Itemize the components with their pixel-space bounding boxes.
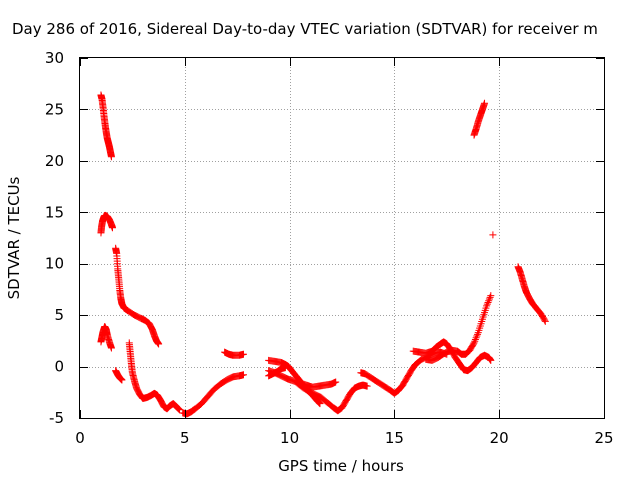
data-point (107, 344, 115, 352)
series-arc-18 (514, 263, 549, 325)
series-arc-07 (179, 371, 247, 418)
series-arc-17 (489, 231, 497, 239)
data-point (471, 335, 479, 343)
y-tick-label: 30 (45, 49, 64, 67)
y-tick-label: 15 (45, 203, 64, 221)
series-arc-11 (265, 364, 289, 380)
data-point (175, 405, 183, 413)
data-point (481, 99, 489, 107)
data-point (315, 399, 323, 407)
data-point (316, 400, 324, 408)
data-points (97, 91, 549, 418)
data-point (487, 356, 495, 364)
data-point (483, 300, 491, 308)
data-point (474, 330, 482, 338)
data-point (472, 334, 480, 342)
y-tick-labels: -5 0 5 10 15 20 25 30 (45, 49, 64, 427)
data-point (315, 399, 323, 407)
data-point (487, 292, 495, 300)
series-arc-12 (292, 378, 371, 415)
y-axis-label: SDTVAR / TECUs (5, 176, 23, 299)
data-point (486, 293, 494, 301)
x-tick-label: 0 (75, 429, 85, 447)
series-arc-02 (97, 211, 116, 237)
grid-lines (80, 58, 604, 418)
data-point (489, 231, 497, 239)
data-point (363, 382, 371, 390)
data-point (541, 317, 549, 325)
data-point (485, 297, 493, 305)
axis-ticks (80, 58, 605, 419)
series-arc-08 (221, 348, 247, 359)
data-point (281, 364, 289, 372)
y-tick-label: 25 (45, 100, 64, 118)
series-arc-03 (97, 322, 115, 352)
x-tick-label: 5 (180, 429, 190, 447)
x-tick-label: 20 (490, 429, 509, 447)
data-point (107, 153, 115, 161)
data-point (155, 340, 163, 348)
y-tick-label: 20 (45, 152, 64, 170)
data-point (484, 298, 492, 306)
data-point (118, 376, 126, 384)
y-tick-label: 5 (54, 306, 64, 324)
y-tick-label: -5 (49, 409, 64, 427)
x-tick-label: 25 (594, 429, 613, 447)
data-point (239, 371, 247, 379)
plot-frame (79, 57, 605, 419)
x-axis-label: GPS time / hours (278, 457, 404, 475)
data-point (483, 302, 491, 310)
data-point (314, 398, 322, 406)
data-point (176, 406, 184, 414)
y-tick-label: 0 (54, 358, 64, 376)
series-arc-16 (470, 99, 489, 139)
series-arc-04 (112, 244, 163, 348)
x-tick-label: 15 (385, 429, 404, 447)
x-tick-labels: 0 5 10 15 20 25 (75, 429, 613, 447)
series-arc-06 (125, 339, 184, 414)
data-point (473, 332, 481, 340)
data-point (470, 339, 478, 347)
data-point (239, 350, 247, 358)
data-point (174, 404, 182, 412)
y-tick-label: 10 (45, 255, 64, 273)
data-point (332, 378, 340, 386)
series-arc-05 (112, 367, 126, 384)
series-arc-15 (422, 292, 495, 364)
x-tick-label: 10 (280, 429, 299, 447)
data-point (469, 340, 477, 348)
series-arc-14 (409, 338, 495, 375)
chart-title: Day 286 of 2016, Sidereal Day-to-day VTE… (12, 20, 598, 38)
series-arc-01 (97, 91, 115, 161)
data-point (541, 316, 549, 324)
data-point (485, 295, 493, 303)
data-point (108, 224, 116, 232)
data-point (471, 337, 479, 345)
data-point (175, 405, 183, 413)
